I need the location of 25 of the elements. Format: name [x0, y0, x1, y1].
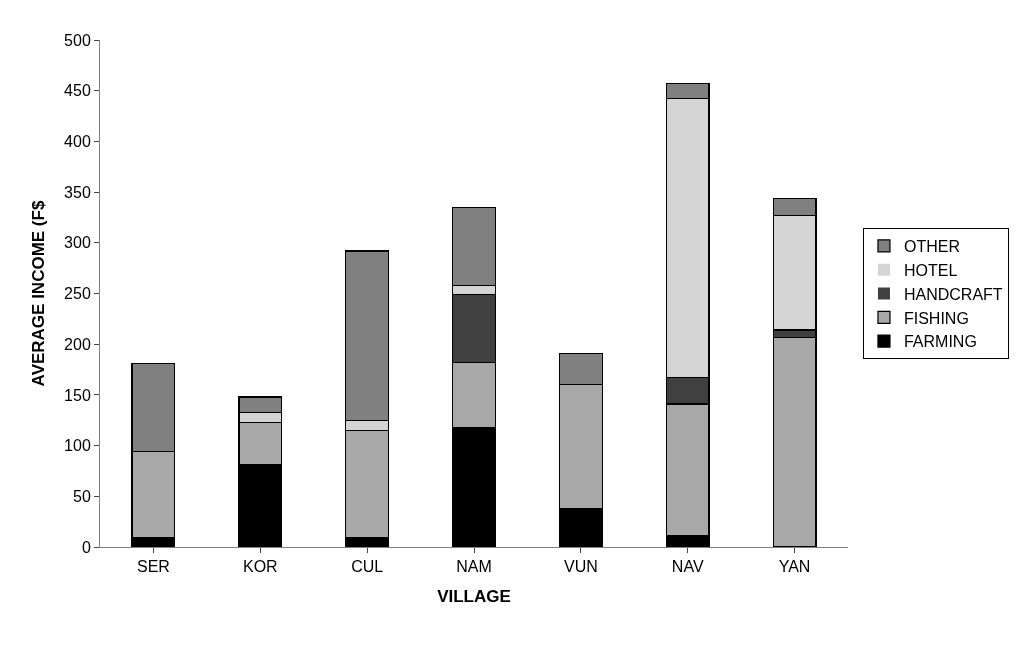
- legend-label: HANDCRAFT: [903, 285, 1003, 303]
- y-tick-label: 250: [64, 285, 91, 303]
- y-tick-label: 50: [73, 487, 91, 505]
- x-tick-label: SER: [136, 558, 170, 576]
- y-tick-label: 300: [64, 234, 91, 252]
- y-tick-label: 200: [64, 335, 91, 353]
- x-tick-label: YAN: [778, 558, 811, 576]
- x-tick-label: NAM: [456, 558, 492, 576]
- y-axis-title: AVERAGE INCOME (F$: [28, 200, 48, 387]
- y-tick-label: 400: [64, 133, 91, 150]
- legend-label: FARMING: [903, 333, 977, 351]
- legend-label: FISHING: [903, 309, 969, 327]
- y-tick-label: 500: [64, 31, 91, 49]
- y-tick-label: 150: [64, 386, 91, 404]
- y-tick-label: 350: [64, 183, 91, 201]
- x-tick-label: KOR: [242, 558, 278, 576]
- x-tick-label: VUN: [563, 558, 598, 576]
- x-tick-label: NAV: [671, 558, 704, 576]
- x-axis-title: VILLAGE: [437, 586, 511, 606]
- legend-label: HOTEL: [903, 261, 958, 279]
- x-tick-label: CUL: [351, 558, 384, 576]
- legend-label: OTHER: [903, 238, 960, 256]
- y-tick-label: 450: [64, 82, 91, 100]
- y-tick-label: 100: [64, 437, 91, 455]
- y-tick-label: 0: [81, 538, 91, 556]
